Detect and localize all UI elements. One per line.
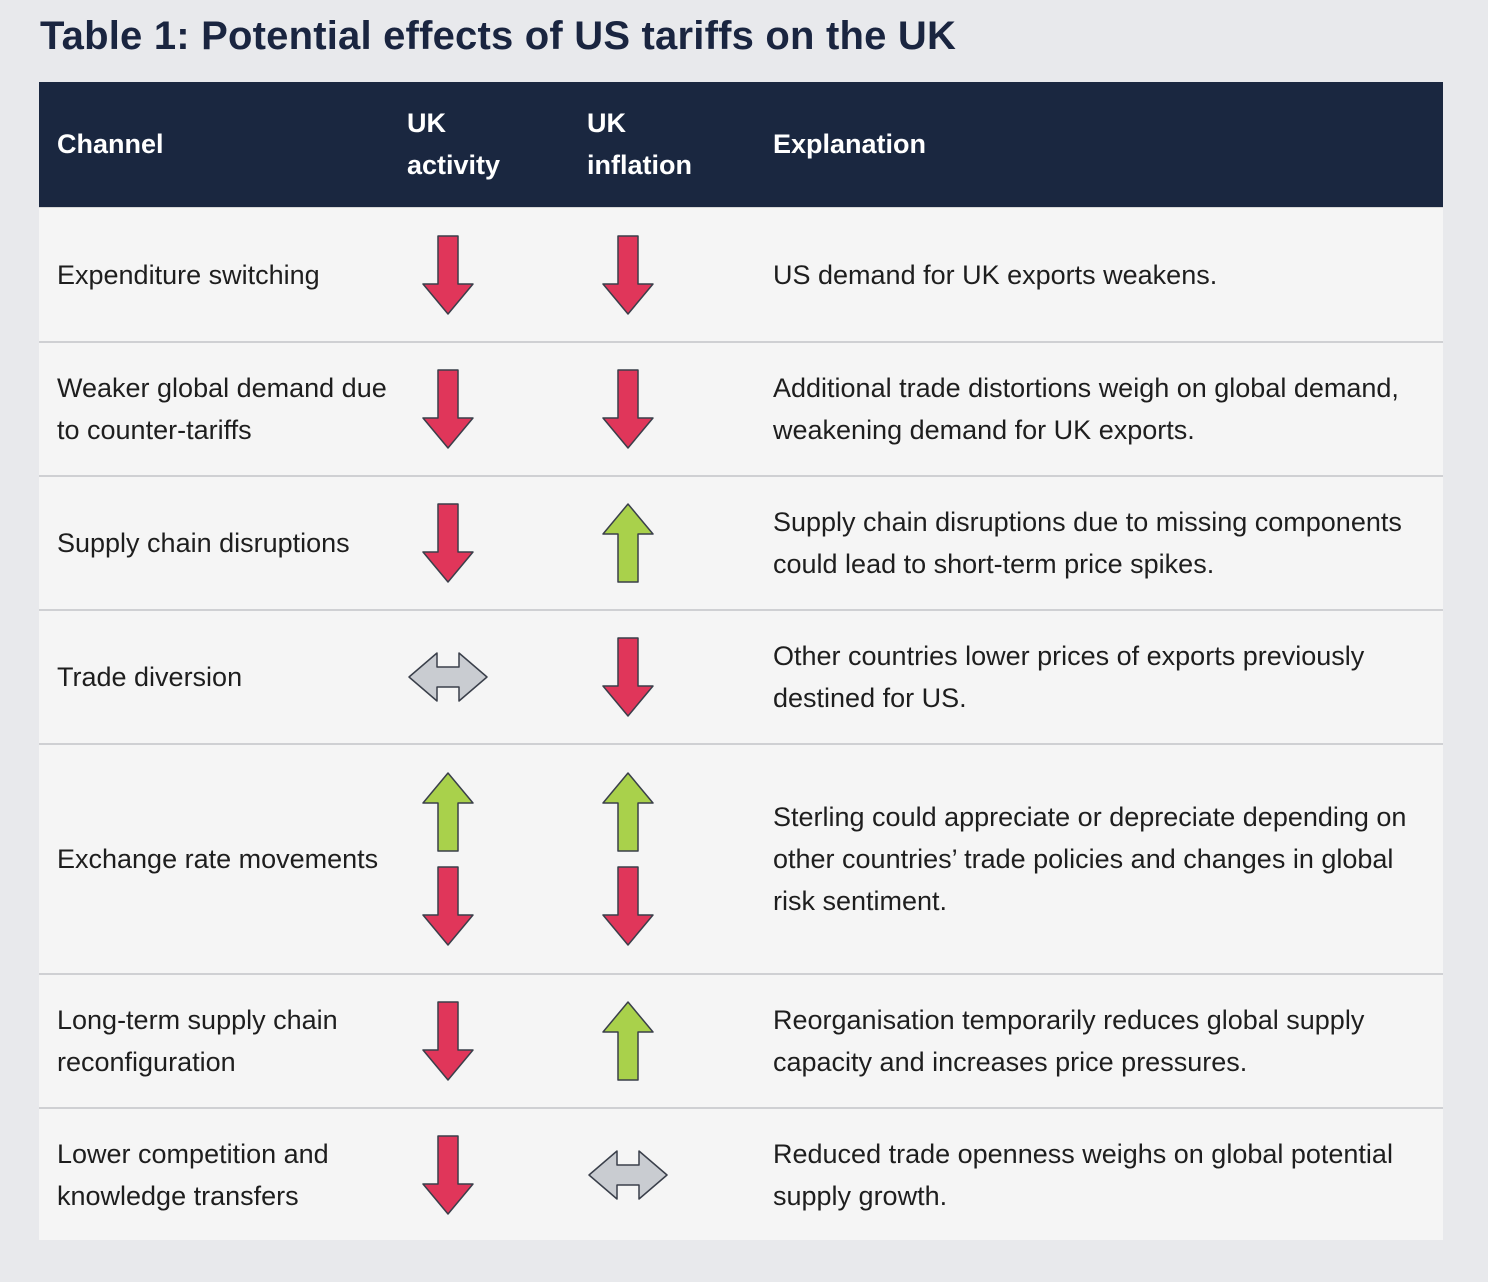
- arrow-down-icon: [422, 234, 474, 315]
- inflation-cell: [587, 477, 669, 609]
- table-header: Channel UK activity UK inflation Explana…: [39, 82, 1443, 207]
- channel-cell: Exchange rate movements: [57, 844, 379, 874]
- arrow-down-icon: [422, 369, 474, 449]
- explanation-cell: Reorganisation temporarily reduces globa…: [773, 1005, 1365, 1077]
- activity-cell: [407, 343, 489, 475]
- arrow-down-icon: [422, 1134, 474, 1215]
- arrow-down-icon: [422, 866, 474, 946]
- arrow-down-icon: [602, 369, 654, 449]
- table-row: Exchange rate movements Sterling could a…: [39, 743, 1443, 973]
- arrow-down-icon: [602, 866, 654, 946]
- inflation-cell: [587, 975, 669, 1107]
- table-row: Long-term supply chain reconfiguration R…: [39, 973, 1443, 1107]
- arrow-left-right-icon: [588, 1149, 668, 1200]
- arrow-up-icon: [602, 1001, 654, 1081]
- header-channel: Channel: [57, 129, 164, 159]
- channel-cell: Lower competition and knowledge transfer…: [57, 1138, 329, 1211]
- table-row: Trade diversion Other countries lower pr…: [39, 609, 1443, 743]
- arrow-left-right-icon: [408, 652, 488, 702]
- activity-cell: [407, 477, 489, 609]
- header-explanation: Explanation: [773, 129, 927, 159]
- explanation-cell: Additional trade distortions weigh on gl…: [773, 373, 1399, 445]
- activity-cell: [407, 611, 489, 743]
- activity-cell: [407, 208, 489, 341]
- activity-cell: [407, 1109, 489, 1240]
- channel-cell: Weaker global demand due to counter-tari…: [57, 373, 387, 445]
- inflation-cell: [587, 611, 669, 743]
- explanation-cell: Other countries lower prices of exports …: [773, 641, 1365, 713]
- inflation-cell: [587, 343, 669, 475]
- explanation-cell: Supply chain disruptions due to missing …: [773, 507, 1402, 579]
- activity-cell: [407, 975, 489, 1107]
- effects-table: Channel UK activity UK inflation Explana…: [39, 82, 1443, 1240]
- channel-cell: Supply chain disruptions: [57, 528, 350, 558]
- channel-cell: Trade diversion: [57, 662, 243, 692]
- explanation-cell: Sterling could appreciate or depreciate …: [773, 802, 1407, 916]
- arrow-down-icon: [422, 1001, 474, 1081]
- arrow-down-icon: [602, 637, 654, 717]
- table-row: Expenditure switching US demand for UK e…: [39, 207, 1443, 341]
- arrow-up-icon: [602, 503, 654, 583]
- activity-cell: [407, 745, 489, 973]
- arrow-up-icon: [422, 772, 474, 852]
- page-title: Table 1: Potential effects of US tariffs…: [40, 14, 957, 58]
- channel-cell: Expenditure switching: [57, 259, 320, 290]
- table-row: Supply chain disruptions Supply chain di…: [39, 475, 1443, 609]
- arrow-down-icon: [422, 503, 474, 583]
- explanation-cell: Reduced trade openness weighs on global …: [773, 1138, 1393, 1211]
- explanation-cell: US demand for UK exports weakens.: [773, 259, 1218, 290]
- inflation-cell: [587, 208, 669, 341]
- table-body: Expenditure switching US demand for UK e…: [39, 207, 1443, 1240]
- inflation-cell: [587, 745, 669, 973]
- header-uk-inflation: UK inflation: [587, 108, 692, 180]
- channel-cell: Long-term supply chain reconfiguration: [57, 1005, 338, 1077]
- table-row: Lower competition and knowledge transfer…: [39, 1107, 1443, 1240]
- table-row: Weaker global demand due to counter-tari…: [39, 341, 1443, 475]
- arrow-up-icon: [602, 772, 654, 852]
- arrow-down-icon: [602, 234, 654, 315]
- header-uk-activity: UK activity: [407, 108, 501, 180]
- inflation-cell: [587, 1109, 669, 1240]
